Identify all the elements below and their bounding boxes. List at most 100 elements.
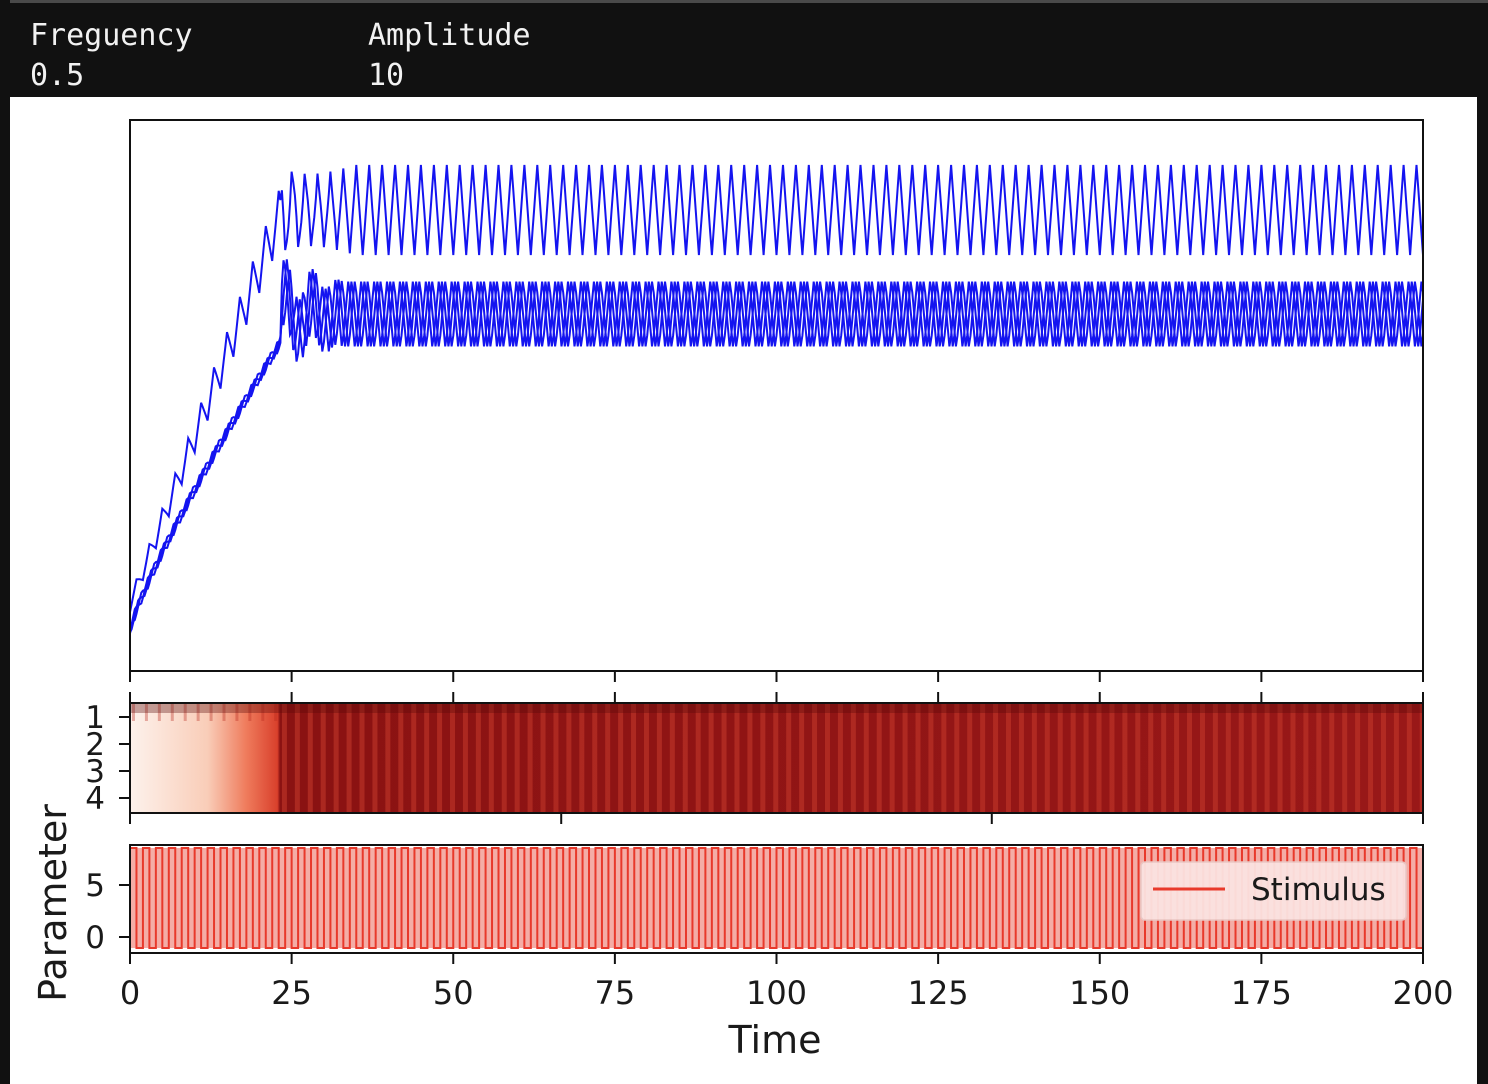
heat-stripe xyxy=(1148,703,1154,813)
heat-stripe xyxy=(889,703,895,813)
heat-stripe xyxy=(1290,703,1296,813)
heat-stripe-early xyxy=(144,703,148,721)
heat-stripe xyxy=(281,703,287,813)
heat-y-tick-label: 4 xyxy=(85,781,105,817)
heat-stripe xyxy=(514,703,520,813)
heat-stripe xyxy=(1368,703,1374,813)
x-tick-label: 0 xyxy=(120,974,140,1012)
heat-stripe-early xyxy=(170,703,174,721)
stimulus-legend: Stimulus xyxy=(1140,861,1407,921)
heatmap-stripes xyxy=(130,703,1423,813)
top-series-line xyxy=(130,269,1423,627)
heat-stripe xyxy=(1251,703,1257,813)
heat-stripe xyxy=(1212,703,1218,813)
heat-stripe xyxy=(320,703,326,813)
heat-stripe xyxy=(1199,703,1205,813)
heat-stripe xyxy=(1406,703,1412,813)
frequency-value: 0.5 xyxy=(30,58,85,93)
x-tick-label: 50 xyxy=(433,974,474,1012)
heat-stripe xyxy=(1329,703,1335,813)
y-axis-label: Parameter xyxy=(31,804,75,1002)
heat-stripe xyxy=(527,703,533,813)
heat-stripe xyxy=(307,703,313,813)
x-tick-label: 100 xyxy=(746,974,807,1012)
heat-stripe xyxy=(1161,703,1167,813)
top-x-ticks xyxy=(129,671,1424,682)
heat-stripe xyxy=(928,703,934,813)
stim-y-tick-label: 0 xyxy=(85,920,105,956)
heat-stripe xyxy=(1380,703,1386,813)
heat-stripe xyxy=(1057,703,1063,813)
heat-stripe xyxy=(773,703,779,813)
heat-stripe xyxy=(359,703,365,813)
heat-stripe-early xyxy=(209,703,213,721)
x-tick-label: 150 xyxy=(1069,974,1130,1012)
heat-stripe xyxy=(760,703,766,813)
heat-stripe xyxy=(721,703,727,813)
x-tick-label: 25 xyxy=(271,974,312,1012)
heat-stripe xyxy=(1096,703,1102,813)
heat-stripe-early xyxy=(235,703,239,721)
heat-stripe xyxy=(850,703,856,813)
heat-stripe xyxy=(411,703,417,813)
heat-stripe-early xyxy=(196,703,200,721)
heat-stripe xyxy=(669,703,675,813)
heatmap-x-ticks xyxy=(129,692,1424,824)
heat-stripe xyxy=(812,703,818,813)
heat-stripe-early xyxy=(274,703,278,721)
heat-stripe-early xyxy=(222,703,226,721)
heat-stripe xyxy=(1044,703,1050,813)
heat-stripe xyxy=(488,703,494,813)
top-axes-frame xyxy=(129,119,1424,672)
heat-stripe xyxy=(837,703,843,813)
heat-stripe-early xyxy=(183,703,187,721)
amplitude-display: Amplitude 10 xyxy=(368,16,531,96)
heat-stripe xyxy=(1342,703,1348,813)
heat-stripe xyxy=(1303,703,1309,813)
x-tick-label: 125 xyxy=(908,974,969,1012)
heat-stripe xyxy=(566,703,572,813)
heat-stripe xyxy=(1031,703,1037,813)
heat-stripe xyxy=(1109,703,1115,813)
heat-stripe xyxy=(747,703,753,813)
top-plot-lines xyxy=(130,164,1423,634)
heat-stripe xyxy=(450,703,456,813)
heat-stripe xyxy=(902,703,908,813)
heat-stripe xyxy=(333,703,339,813)
heat-stripe xyxy=(385,703,391,813)
heat-stripe xyxy=(294,703,300,813)
heat-stripe xyxy=(1238,703,1244,813)
heat-stripe-early xyxy=(132,703,135,721)
heat-stripe xyxy=(1187,703,1193,813)
heat-stripe xyxy=(1018,703,1024,813)
heat-stripe-early xyxy=(261,703,265,721)
heat-stripe xyxy=(708,703,714,813)
heat-stripe-early xyxy=(248,703,252,721)
heat-stripe xyxy=(579,703,585,813)
heat-stripe xyxy=(980,703,986,813)
heat-stripe xyxy=(1122,703,1128,813)
heat-stripe xyxy=(682,703,688,813)
top-divider xyxy=(10,0,1488,3)
heat-stripe xyxy=(1070,703,1076,813)
heat-stripe xyxy=(656,703,662,813)
heat-y-tick-label: 3 xyxy=(85,754,105,790)
legend-box xyxy=(1140,861,1407,921)
heat-stripe xyxy=(592,703,598,813)
heat-stripe xyxy=(1264,703,1270,813)
top-series-line xyxy=(130,260,1423,634)
heat-stripe xyxy=(799,703,805,813)
heat-stripe xyxy=(437,703,443,813)
heat-stripe xyxy=(501,703,507,813)
heat-stripe xyxy=(1355,703,1361,813)
top-series-line xyxy=(130,259,1423,633)
heat-stripe xyxy=(1083,703,1089,813)
heat-stripe xyxy=(863,703,869,813)
heat-stripe xyxy=(398,703,404,813)
heat-stripe xyxy=(993,703,999,813)
heat-stripe xyxy=(915,703,921,813)
heat-stripe xyxy=(941,703,947,813)
heat-stripe xyxy=(424,703,430,813)
